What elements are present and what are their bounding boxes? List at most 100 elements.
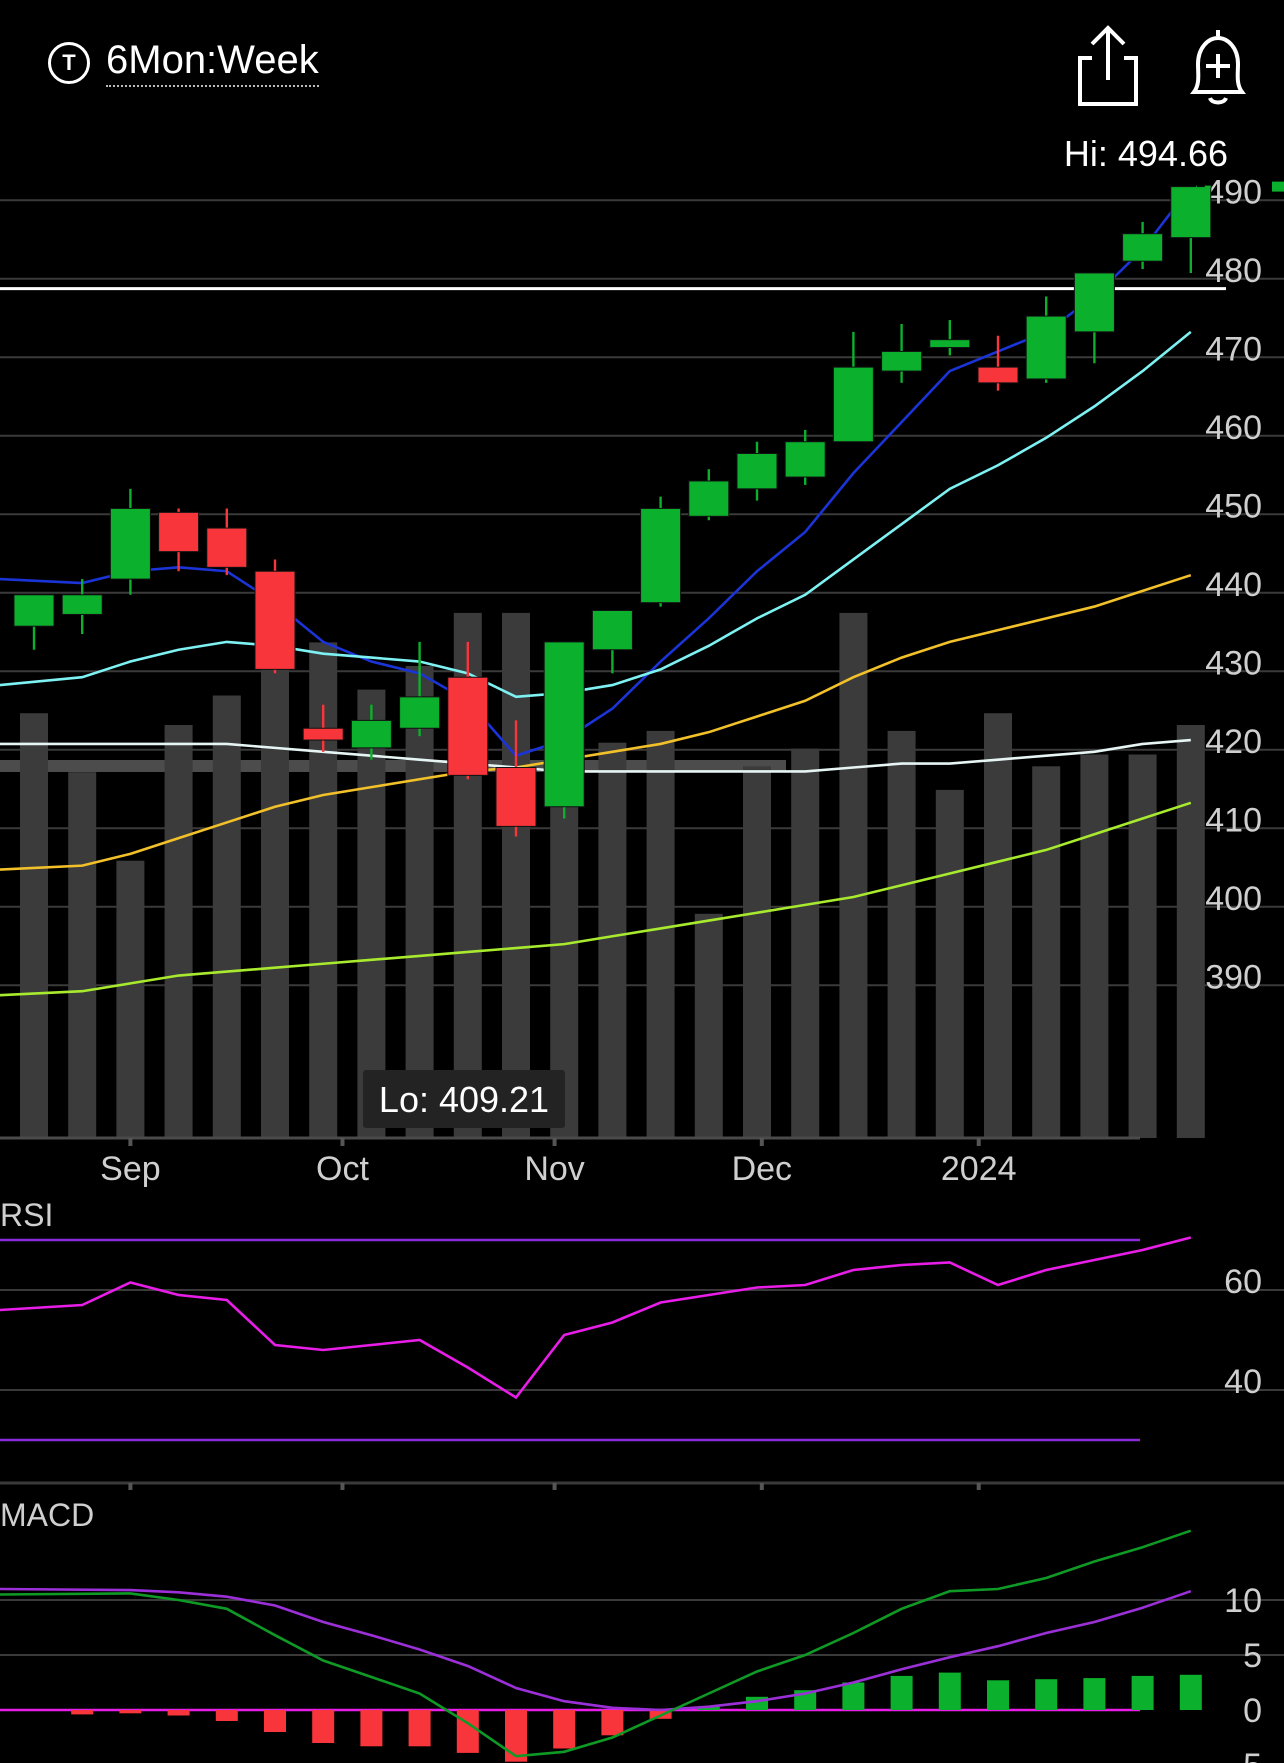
price-tick-label: 490 [1205,173,1262,211]
macd-histogram-bar [987,1680,1009,1710]
macd-histogram-bar [1179,1674,1202,1710]
macd-histogram-bar [264,1710,286,1732]
macd-line [0,1529,1192,1758]
candle-body [254,570,296,670]
macd-histogram-bar [505,1710,527,1762]
candle-body [591,610,633,651]
macd-histogram-bar [456,1710,479,1753]
price-band-marker [0,760,786,772]
chart-header: T 6Mon:Week [0,0,1284,120]
candle-body [881,350,923,372]
volume-bar [984,713,1012,1138]
candle-body [736,453,778,490]
volume-bar [116,860,145,1138]
ticker-badge[interactable]: T [48,42,90,84]
macd-histogram-bar [119,1710,142,1714]
macd-histogram-bar [553,1710,576,1749]
volume-bar [839,612,868,1138]
candle-body [350,719,392,749]
price-tick-label: 440 [1205,566,1262,604]
price-tick-label: 410 [1205,801,1262,839]
add-alert-button[interactable] [1178,24,1258,110]
candle-body [399,696,441,729]
candle-body [495,767,537,827]
volume-bar [261,624,289,1138]
share-icon [1078,25,1138,106]
low-label-box [363,1070,565,1128]
time-axis-label: Dec [732,1150,792,1188]
macd-tick-label: 0 [1243,1692,1262,1730]
macd-histogram-bar [601,1710,624,1736]
macd-label: MACD [0,1497,94,1533]
price-tick-label: 480 [1205,252,1262,290]
moving-average-line [0,801,1192,997]
time-axis-label: 2024 [941,1150,1017,1188]
candle-body [13,594,55,627]
candle-body [543,641,585,808]
candle-body [1170,186,1212,239]
time-axis-label: Oct [316,1150,369,1188]
candle-body [302,727,344,741]
volume-bar [694,913,723,1138]
macd-histogram-bar [360,1710,383,1747]
price-tick-label: 430 [1205,644,1262,682]
volume-bar [1128,754,1157,1138]
macd-histogram-bar [890,1675,913,1710]
volume-bar [357,689,386,1138]
price-tick-label: 450 [1205,487,1262,525]
candle-body [784,441,826,478]
price-tick-label: 470 [1205,330,1262,368]
candle-body [109,507,151,580]
volume-bar [212,695,241,1138]
macd-histogram-bar [312,1710,335,1743]
period-selector[interactable]: 6Mon:Week [106,38,319,87]
moving-average-line [0,738,1191,773]
bell-plus-icon [1190,30,1246,105]
volume-bar [164,725,193,1138]
volume-bar [502,612,530,1138]
macd-histogram-bar [167,1710,190,1716]
macd-signal-line [0,1587,1192,1712]
price-tick-label: 390 [1205,958,1262,996]
volume-bar [743,766,771,1138]
macd-histogram-bar [408,1710,431,1747]
macd-histogram-bar [1035,1679,1058,1710]
volume-bar [791,748,820,1138]
time-axis-label: Sep [100,1150,161,1188]
volume-bar [1032,766,1061,1138]
moving-average-line [0,330,1192,699]
volume-bar [598,742,627,1138]
macd-histogram-bar [697,1706,720,1710]
candle-body [977,366,1019,384]
time-axis-label: Nov [524,1150,584,1188]
candle-body [929,339,971,349]
share-button[interactable] [1068,24,1148,110]
macd-histogram-bar [1083,1678,1106,1710]
macd-histogram-bar [215,1710,238,1721]
price-tick-label: 400 [1205,880,1262,918]
volume-bar [1176,725,1205,1138]
volume-bar [935,789,964,1138]
candle-body [1025,315,1067,380]
volume-bar [68,772,97,1138]
macd-tick-label: 10 [1224,1582,1262,1620]
macd-histogram-bar [842,1682,865,1710]
rsi-label: RSI [0,1197,53,1233]
candle-body [206,527,248,568]
volume-bar [1080,754,1109,1138]
macd-tick-label: 5 [1243,1637,1262,1675]
candle-body [1073,272,1115,333]
candle-body [832,366,874,443]
low-label: Lo: 409.21 [379,1079,549,1120]
macd-histogram-bar [1131,1675,1154,1710]
price-tick-label: 460 [1205,409,1262,447]
macd-histogram-bar [71,1710,94,1715]
macd-histogram-bar [938,1672,961,1710]
volume-bar [887,730,916,1138]
rsi-tick-label: 40 [1224,1363,1262,1401]
candle-body [158,511,200,553]
candle-body [640,507,682,604]
candle-body [1122,233,1164,262]
volume-bar [405,666,434,1138]
